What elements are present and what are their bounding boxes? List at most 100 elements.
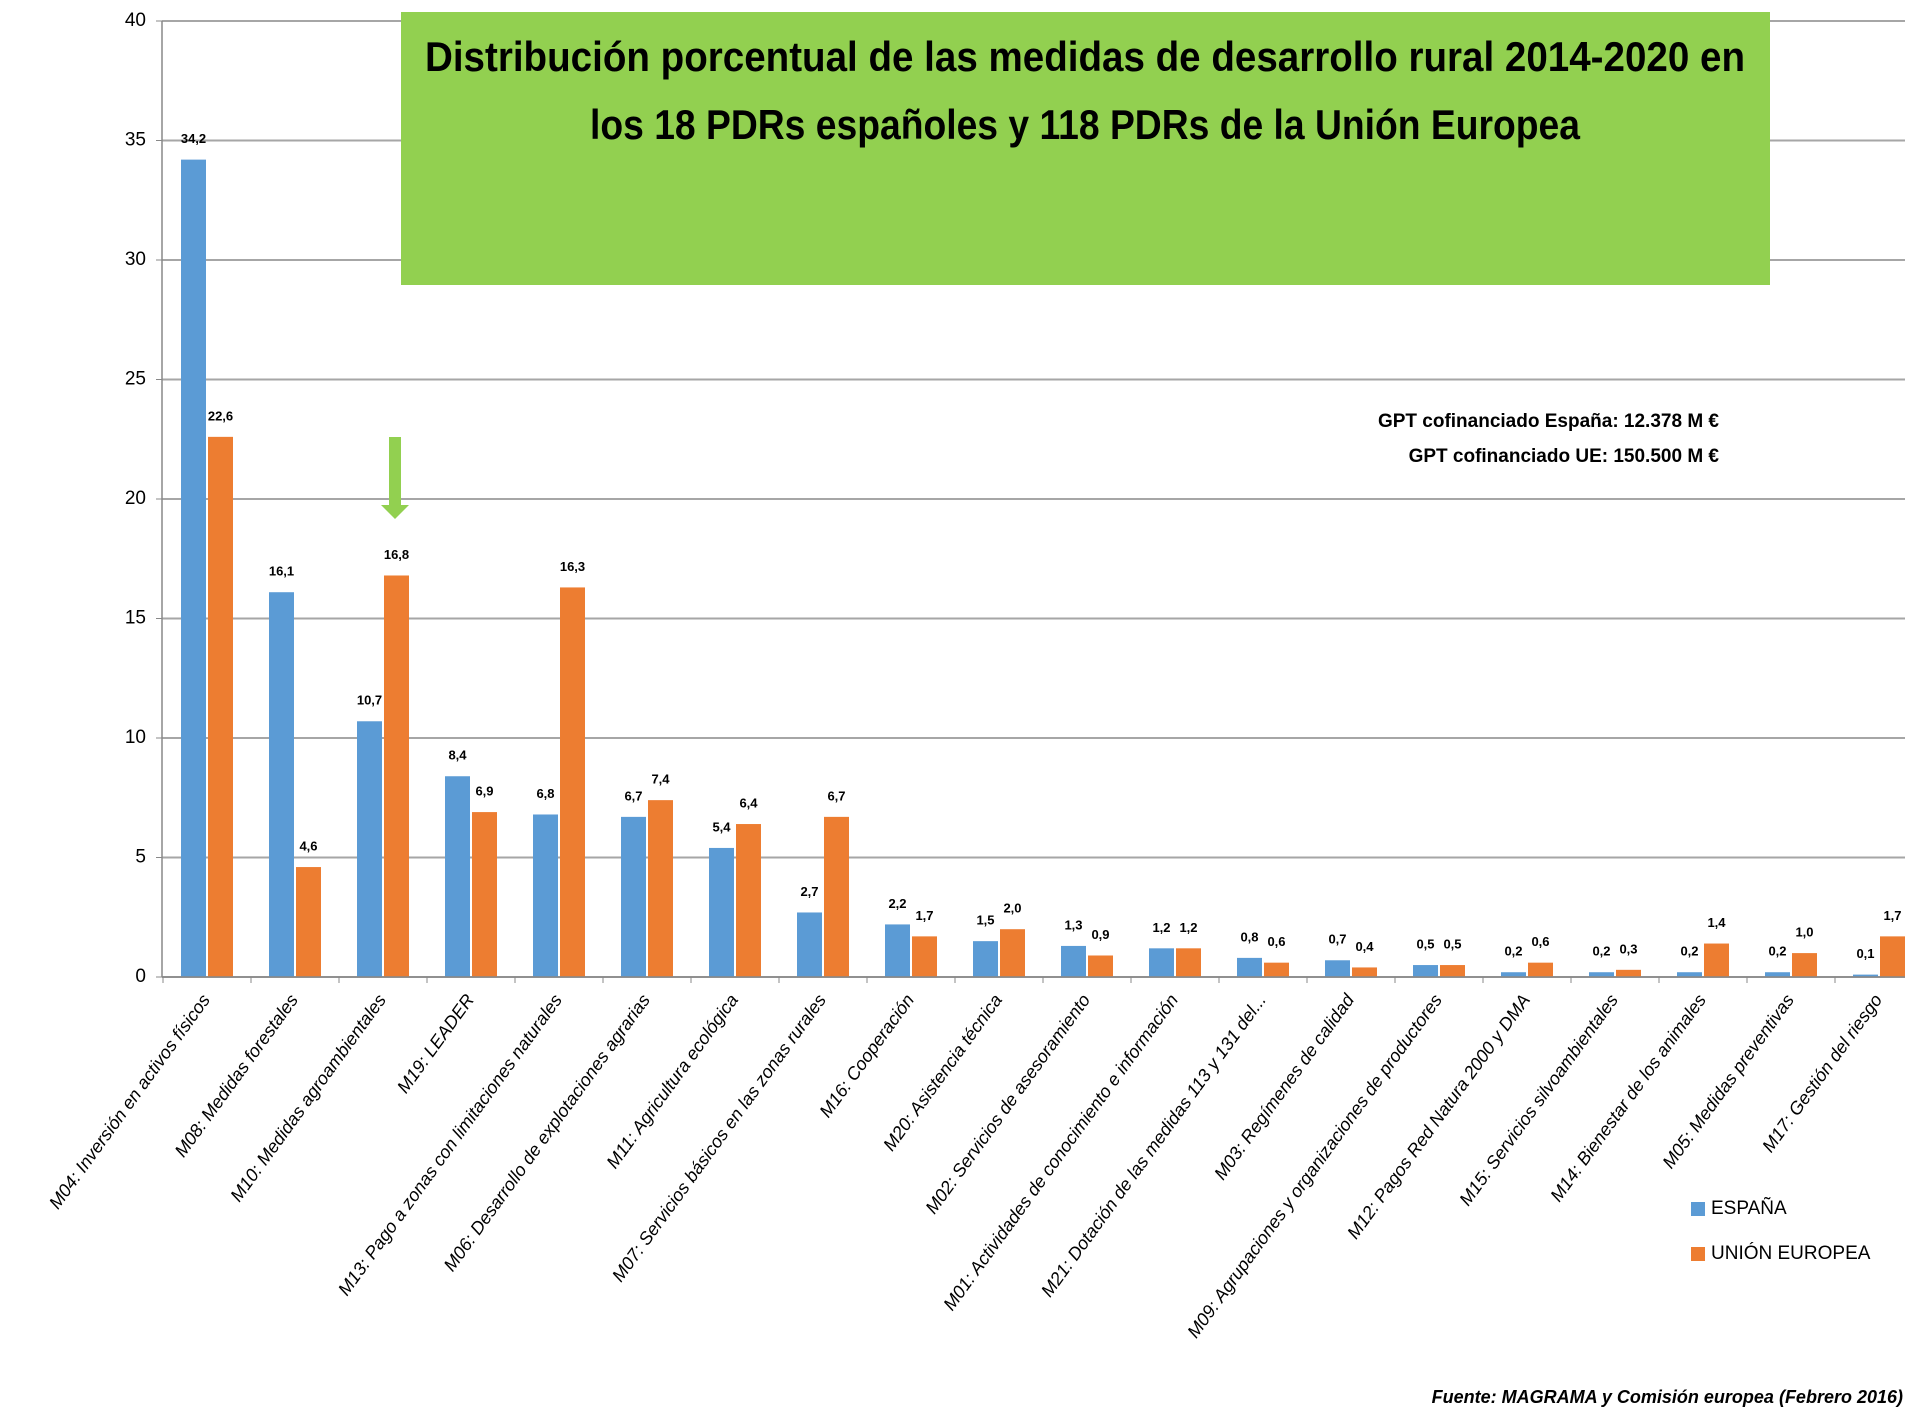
- x-tick-label: M15: Servicios silvoambientales: [1455, 990, 1622, 1209]
- value-label: 1,7: [1883, 908, 1901, 923]
- bar: [472, 812, 497, 977]
- bar: [1880, 936, 1905, 977]
- bar: [533, 814, 558, 977]
- value-label: 1,7: [915, 908, 933, 923]
- bar: [384, 575, 409, 977]
- bar: [1237, 957, 1262, 977]
- value-label: 0,2: [1504, 944, 1522, 959]
- value-label: 1,2: [1152, 920, 1170, 935]
- x-tick-label: M14: Bienestar de los animales: [1546, 990, 1710, 1205]
- value-label: 0,4: [1355, 939, 1374, 954]
- value-label: 22,6: [208, 408, 233, 423]
- y-tick-label: 25: [125, 369, 146, 390]
- value-label: 1,3: [1064, 917, 1082, 932]
- value-label: 7,4: [651, 772, 670, 787]
- bar: [885, 924, 910, 977]
- bar: [1352, 967, 1377, 977]
- value-label: 0,2: [1680, 944, 1698, 959]
- y-tick-label: 40: [125, 10, 146, 31]
- bar: [1440, 965, 1465, 977]
- value-label: 6,7: [827, 788, 845, 803]
- y-tick-label: 35: [125, 130, 146, 151]
- bar: [709, 847, 734, 977]
- chart-title: los 18 PDRs españoles y 118 PDRs de la U…: [590, 101, 1581, 148]
- value-label: 16,8: [384, 547, 409, 562]
- value-label: 0,3: [1619, 941, 1637, 956]
- bar: [560, 587, 585, 977]
- value-label: 0,6: [1267, 934, 1285, 949]
- annotation: GPT cofinanciado España: 12.378 M €: [1378, 411, 1719, 432]
- value-label: 0,5: [1443, 936, 1461, 951]
- bar: [1792, 953, 1817, 977]
- x-tick-label: M19: LEADER: [393, 990, 478, 1096]
- title-box: [401, 12, 1770, 285]
- value-label: 0,6: [1531, 934, 1549, 949]
- value-label: 1,2: [1179, 920, 1197, 935]
- value-label: 0,5: [1416, 936, 1434, 951]
- x-tick-label: M12: Pagos Red Natura 2000 y DMA: [1343, 990, 1534, 1242]
- y-tick-label: 10: [125, 727, 146, 748]
- value-label: 16,1: [269, 564, 294, 579]
- source: Fuente: MAGRAMA y Comisión europea (Febr…: [1432, 1387, 1903, 1407]
- bar: [1704, 943, 1729, 977]
- y-tick-label: 5: [135, 847, 146, 868]
- bar: [269, 592, 294, 977]
- value-label: 8,4: [448, 748, 467, 763]
- bar: [736, 824, 761, 977]
- x-tick-label: M16: Cooperación: [815, 990, 918, 1121]
- bar: [621, 816, 646, 977]
- value-label: 10,7: [357, 693, 382, 708]
- bar: [208, 436, 233, 977]
- bar: [1528, 962, 1553, 977]
- value-label: 2,2: [888, 896, 906, 911]
- bar: [797, 912, 822, 977]
- bar: [445, 776, 470, 977]
- value-label: 0,9: [1091, 927, 1109, 942]
- bar: [912, 936, 937, 977]
- x-tick-label: M04: Inversión en activos físicos: [45, 990, 214, 1212]
- bar: [1853, 974, 1878, 977]
- value-label: 0,7: [1328, 932, 1346, 947]
- bar: [1677, 972, 1702, 977]
- value-label: 4,6: [299, 838, 317, 853]
- value-label: 0,1: [1856, 946, 1874, 961]
- y-tick-label: 20: [125, 488, 146, 509]
- x-tick-label: M10: Medidas agroambientales: [226, 990, 390, 1205]
- annotation: GPT cofinanciado UE: 150.500 M €: [1409, 446, 1720, 467]
- bar: [1413, 965, 1438, 977]
- bar: [1176, 948, 1201, 977]
- legend-swatch: [1691, 1202, 1705, 1216]
- bar: [648, 800, 673, 977]
- x-tick-label: M02: Servicios de asesoramiento: [921, 990, 1094, 1217]
- bar: [1088, 955, 1113, 977]
- bar: [1061, 945, 1086, 977]
- bar: [1589, 972, 1614, 977]
- legend-label: ESPAÑA: [1711, 1197, 1787, 1219]
- bar: [181, 159, 206, 977]
- y-tick-label: 30: [125, 249, 146, 270]
- bar: [1325, 960, 1350, 977]
- bar: [1264, 962, 1289, 977]
- value-label: 0,8: [1240, 929, 1258, 944]
- arrow: [381, 437, 409, 519]
- value-label: 6,9: [475, 784, 493, 799]
- value-label: 6,7: [624, 788, 642, 803]
- value-label: 0,2: [1592, 944, 1610, 959]
- bar: [1000, 929, 1025, 977]
- bar: [1149, 948, 1174, 977]
- legend-label: UNIÓN EUROPEA: [1711, 1242, 1871, 1264]
- bar: [357, 721, 382, 977]
- bar: [1501, 972, 1526, 977]
- value-label: 2,7: [800, 884, 818, 899]
- y-tick-label: 15: [125, 608, 146, 629]
- bar: [973, 941, 998, 977]
- value-label: 5,4: [712, 819, 731, 834]
- value-label: 2,0: [1003, 901, 1021, 916]
- y-tick-label: 0: [135, 966, 146, 987]
- value-label: 0,2: [1768, 944, 1786, 959]
- value-label: 1,0: [1795, 925, 1813, 940]
- value-label: 1,4: [1707, 915, 1726, 930]
- value-label: 16,3: [560, 559, 585, 574]
- value-label: 34,2: [181, 131, 206, 146]
